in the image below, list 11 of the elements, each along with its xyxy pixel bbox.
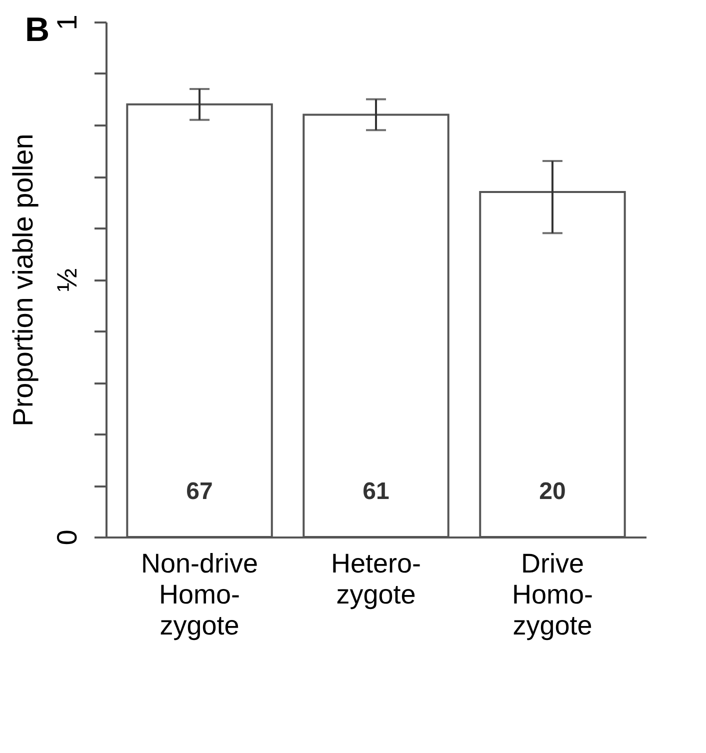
y-tick-label: 1	[52, 14, 82, 30]
y-tick-label: 0	[52, 530, 82, 546]
x-tick-label: Drive Homo- zygote	[512, 548, 593, 640]
chart-title: B	[25, 11, 50, 50]
x-tick-label: Non-drive Homo- zygote	[141, 548, 258, 640]
x-tick-label: Hetero- zygote	[330, 548, 422, 610]
annotation: 67	[186, 478, 213, 505]
annotation: 61	[362, 478, 390, 505]
y-tick-label: ½	[52, 268, 82, 292]
annotation: 20	[539, 478, 566, 505]
y-axis-title: Proportion viable pollen	[8, 134, 38, 426]
